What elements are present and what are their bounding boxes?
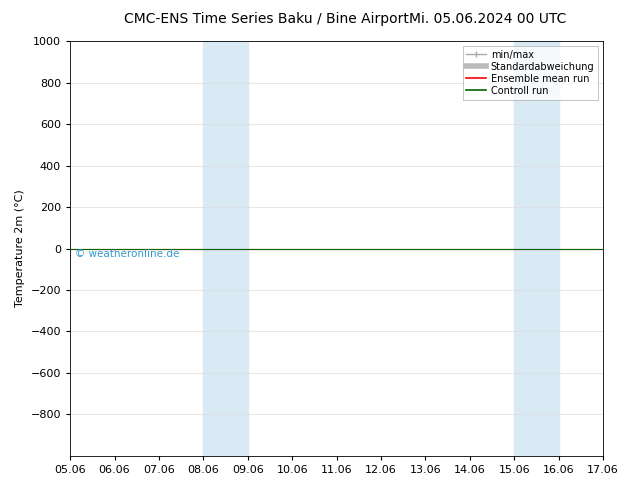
Y-axis label: Temperature 2m (°C): Temperature 2m (°C) — [15, 190, 25, 307]
Text: © weatheronline.de: © weatheronline.de — [75, 248, 180, 259]
Bar — [514, 41, 559, 456]
Text: Mi. 05.06.2024 00 UTC: Mi. 05.06.2024 00 UTC — [410, 12, 567, 26]
Bar — [204, 41, 248, 456]
Legend: min/max, Standardabweichung, Ensemble mean run, Controll run: min/max, Standardabweichung, Ensemble me… — [463, 46, 598, 99]
Text: CMC-ENS Time Series Baku / Bine Airport: CMC-ENS Time Series Baku / Bine Airport — [124, 12, 409, 26]
